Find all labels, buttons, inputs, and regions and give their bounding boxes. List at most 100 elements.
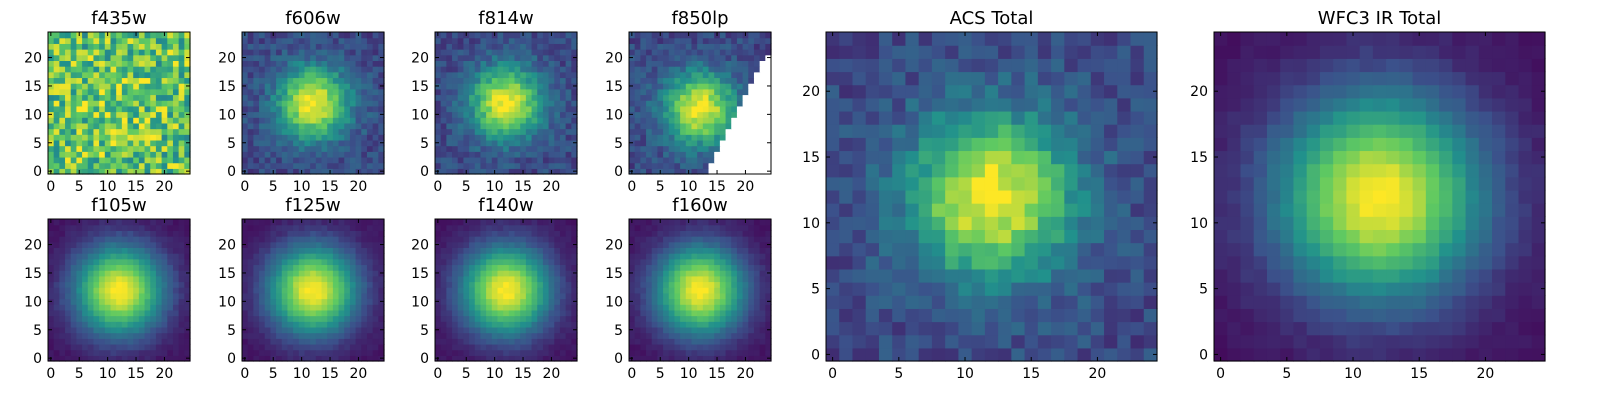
heatmap-cell: [253, 304, 260, 311]
heatmap-cell: [474, 49, 482, 56]
heatmap-cell: [372, 230, 379, 237]
heatmap-cell: [48, 49, 55, 56]
heatmap-cell: [70, 258, 77, 266]
heatmap-cell: [253, 264, 260, 271]
heatmap-cell: [121, 134, 129, 141]
heatmap-cell: [691, 162, 698, 169]
heatmap-cell: [525, 224, 533, 231]
heatmap-cell: [503, 355, 510, 362]
heatmap-cell: [310, 151, 317, 158]
heatmap-cell: [702, 326, 710, 334]
heatmap-cell: [144, 338, 151, 345]
heatmap-cell: [708, 298, 715, 305]
heatmap-cell: [640, 298, 647, 305]
heatmap-cell: [663, 309, 670, 317]
heatmap-cell: [748, 332, 755, 339]
heatmap-cell: [446, 88, 453, 96]
heatmap-cell: [491, 60, 499, 67]
heatmap-cell: [736, 355, 744, 362]
heatmap-cell: [264, 264, 271, 271]
heatmap-cell: [765, 134, 772, 141]
heatmap-cell: [508, 156, 516, 164]
heatmap-cell: [474, 100, 482, 107]
heatmap-cell: [708, 66, 715, 73]
heatmap-cell: [640, 49, 647, 56]
heatmap-cell: [542, 37, 550, 44]
heatmap-cell: [167, 270, 174, 277]
heatmap-cell: [93, 304, 100, 311]
heatmap-cell: [59, 94, 66, 101]
heatmap-cell: [486, 321, 493, 328]
heatmap-cell: [327, 253, 334, 260]
heatmap-cell: [731, 151, 738, 158]
heatmap-cell: [104, 117, 112, 124]
heatmap-cell: [497, 230, 504, 237]
heatmap-cell: [378, 287, 385, 294]
heatmap-cell: [452, 258, 459, 266]
heatmap-cell: [155, 355, 163, 362]
heatmap-cell: [155, 275, 163, 283]
heatmap-cell: [247, 128, 254, 135]
heatmap-cell: [293, 264, 300, 271]
heatmap-cell: [508, 32, 516, 39]
heatmap-cell: [48, 66, 55, 73]
heatmap-cell: [65, 321, 72, 328]
heatmap-cell: [685, 128, 693, 135]
heatmap-cell: [634, 145, 641, 152]
heatmap-cell: [559, 219, 567, 226]
heatmap-cell: [486, 60, 493, 67]
heatmap-cell: [372, 275, 379, 283]
heatmap-cell: [474, 111, 482, 118]
heatmap-cell: [474, 94, 482, 101]
heatmap-cell: [440, 94, 447, 101]
heatmap-cell: [691, 105, 698, 113]
heatmap-cell: [315, 332, 323, 339]
heatmap-cell: [59, 162, 66, 169]
heatmap-cell: [554, 71, 561, 79]
heatmap-cell: [520, 258, 527, 266]
heatmap-cell: [651, 100, 658, 107]
heatmap-cell: [281, 304, 289, 311]
heatmap-cell: [167, 60, 174, 67]
heatmap-cell: [59, 117, 66, 124]
heatmap-cell: [497, 287, 504, 294]
heatmap-cell: [298, 105, 306, 113]
heatmap-cell: [446, 355, 453, 362]
heatmap-cell: [121, 343, 129, 351]
panel-title: f850lp: [671, 8, 728, 29]
heatmap-cell: [571, 321, 578, 328]
heatmap-cell: [161, 236, 168, 243]
heatmap-cell: [276, 71, 283, 79]
heatmap-cell: [287, 304, 294, 311]
heatmap-cell: [116, 105, 123, 113]
heatmap-cell: [548, 94, 555, 101]
heatmap-cell: [315, 37, 323, 44]
heatmap-cell: [440, 117, 447, 124]
heatmap-cell: [640, 355, 647, 362]
heatmap-cell: [446, 162, 453, 169]
heatmap-cell: [480, 298, 487, 305]
heatmap-cell: [520, 83, 527, 90]
heatmap-cell: [104, 326, 112, 334]
heatmap-cell: [736, 162, 744, 169]
heatmap-cell: [167, 355, 174, 362]
heatmap-cell: [674, 37, 681, 44]
heatmap-cell: [719, 83, 727, 90]
heatmap-cell: [571, 338, 578, 345]
heatmap-cell: [708, 343, 715, 351]
heatmap-cell: [759, 349, 766, 356]
heatmap-cell: [327, 281, 334, 288]
heatmap-cell: [554, 60, 561, 67]
heatmap-cell: [184, 43, 191, 50]
heatmap-cell: [293, 43, 300, 50]
heatmap-cell: [559, 321, 567, 328]
heatmap-cell: [110, 49, 117, 56]
heatmap-cell: [104, 54, 112, 61]
heatmap-cell: [264, 355, 271, 362]
heatmap-cell: [753, 332, 761, 339]
heatmap-cell: [344, 156, 351, 164]
heatmap-cell: [65, 49, 72, 56]
heatmap-cell: [531, 71, 538, 79]
heatmap-cell: [457, 275, 464, 283]
heatmap-cell: [685, 94, 693, 101]
